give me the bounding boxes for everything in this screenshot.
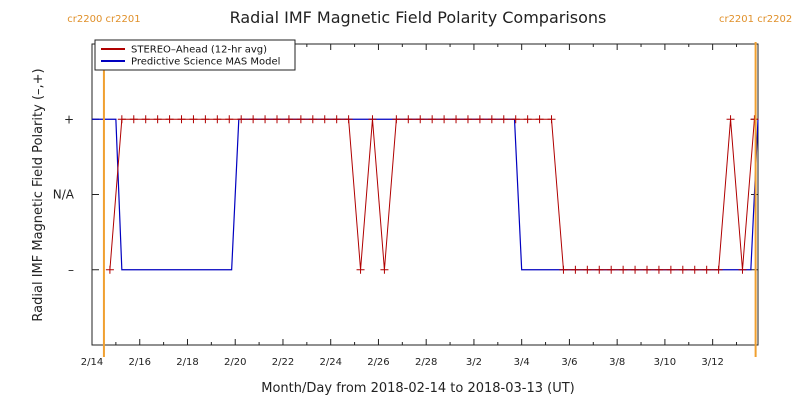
stereo-data-point: [380, 265, 389, 274]
x-tick-label: 2/16: [129, 357, 151, 368]
stereo-data-point: [273, 115, 281, 124]
stereo-data-point: [535, 115, 544, 124]
stereo-data-point: [141, 115, 150, 124]
stereo-data-point: [547, 115, 556, 124]
stereo-data-point: [666, 265, 675, 274]
x-tick-label: 2/24: [319, 357, 341, 368]
stereo-data-point: [356, 265, 365, 274]
chart-title: Radial IMF Magnetic Field Polarity Compa…: [230, 8, 607, 27]
stereo-data-point: [428, 115, 437, 124]
stereo-data-point: [308, 115, 317, 124]
stereo-data-point: [452, 115, 461, 124]
stereo-data-point: [523, 115, 532, 124]
stereo-data-point: [559, 265, 568, 274]
series-mas-model-line: [92, 118, 759, 271]
x-tick-label: 2/22: [272, 357, 294, 368]
stereo-data-point: [738, 265, 747, 274]
series-stereo-line: [109, 118, 755, 271]
y-tick-label: N/A: [53, 188, 75, 202]
stereo-data-point: [714, 265, 723, 274]
x-tick-label: 3/10: [654, 357, 676, 368]
stereo-data-point: [153, 115, 162, 124]
stereo-data-point: [702, 265, 711, 274]
x-tick-label: 3/8: [609, 357, 625, 368]
x-tick-label: 2/14: [81, 357, 103, 368]
x-axis-label: Month/Day from 2018-02-14 to 2018-03-13 …: [261, 381, 574, 396]
stereo-data-point: [105, 265, 114, 274]
stereo-data-point: [678, 265, 687, 274]
stereo-data-point: [583, 265, 592, 274]
x-tick-label: 3/12: [701, 357, 723, 368]
stereo-data-point: [416, 115, 425, 124]
stereo-data-point: [607, 265, 616, 274]
y-tick-label: –: [68, 263, 74, 277]
stereo-data-point: [631, 265, 640, 274]
legend-entry: Predictive Science MAS Model: [131, 57, 280, 68]
stereo-data-point: [499, 115, 508, 124]
x-tick-label: 2/18: [176, 357, 198, 368]
stereo-data-point: [213, 115, 222, 124]
stereo-data-point: [237, 115, 246, 124]
stereo-data-point: [475, 115, 484, 124]
stereo-data-point: [726, 115, 735, 124]
stereo-data-point: [165, 115, 174, 124]
stereo-data-point: [284, 115, 293, 124]
stereo-data-point: [249, 115, 258, 124]
stereo-data-point: [690, 265, 699, 274]
stereo-data-point: [487, 115, 496, 124]
legend-box: [94, 39, 296, 71]
plot-frame: [91, 43, 759, 346]
stereo-data-point: [320, 115, 329, 124]
stereo-data-point: [392, 115, 401, 124]
stereo-data-point: [177, 115, 186, 124]
y-axis-label: Radial IMF Magnetic Field Polarity (–,+): [31, 68, 46, 321]
x-tick-label: 2/20: [224, 357, 246, 368]
x-tick-label: 3/4: [514, 357, 530, 368]
stereo-data-point: [117, 115, 126, 124]
stereo-data-point: [643, 265, 651, 274]
stereo-data-point: [404, 115, 413, 124]
x-tick-label: 3/6: [561, 357, 577, 368]
carrington-rotation-label: cr2200 cr2201: [67, 14, 140, 25]
carrington-rotation-label: cr2201 cr2202: [719, 14, 792, 25]
legend-entry: STEREO–Ahead (12-hr avg): [131, 45, 267, 56]
x-tick-label: 2/26: [367, 357, 389, 368]
x-tick-label: 3/2: [466, 357, 482, 368]
stereo-data-point: [654, 265, 663, 274]
stereo-data-point: [189, 115, 198, 124]
stereo-data-point: [440, 115, 449, 124]
stereo-data-point: [344, 115, 353, 124]
stereo-data-point: [463, 115, 472, 124]
y-tick-label: +: [64, 112, 74, 126]
stereo-data-point: [750, 115, 759, 124]
stereo-data-point: [201, 115, 210, 124]
x-tick-label: 2/28: [415, 357, 437, 368]
stereo-data-point: [296, 115, 305, 124]
stereo-data-point: [225, 115, 234, 124]
stereo-data-point: [595, 265, 604, 274]
stereo-data-point: [511, 115, 520, 124]
stereo-data-point: [571, 265, 580, 274]
stereo-data-point: [332, 115, 341, 124]
stereo-data-point: [261, 115, 270, 124]
stereo-data-point: [619, 265, 628, 274]
stereo-data-point: [368, 115, 377, 124]
stereo-data-point: [129, 115, 138, 124]
